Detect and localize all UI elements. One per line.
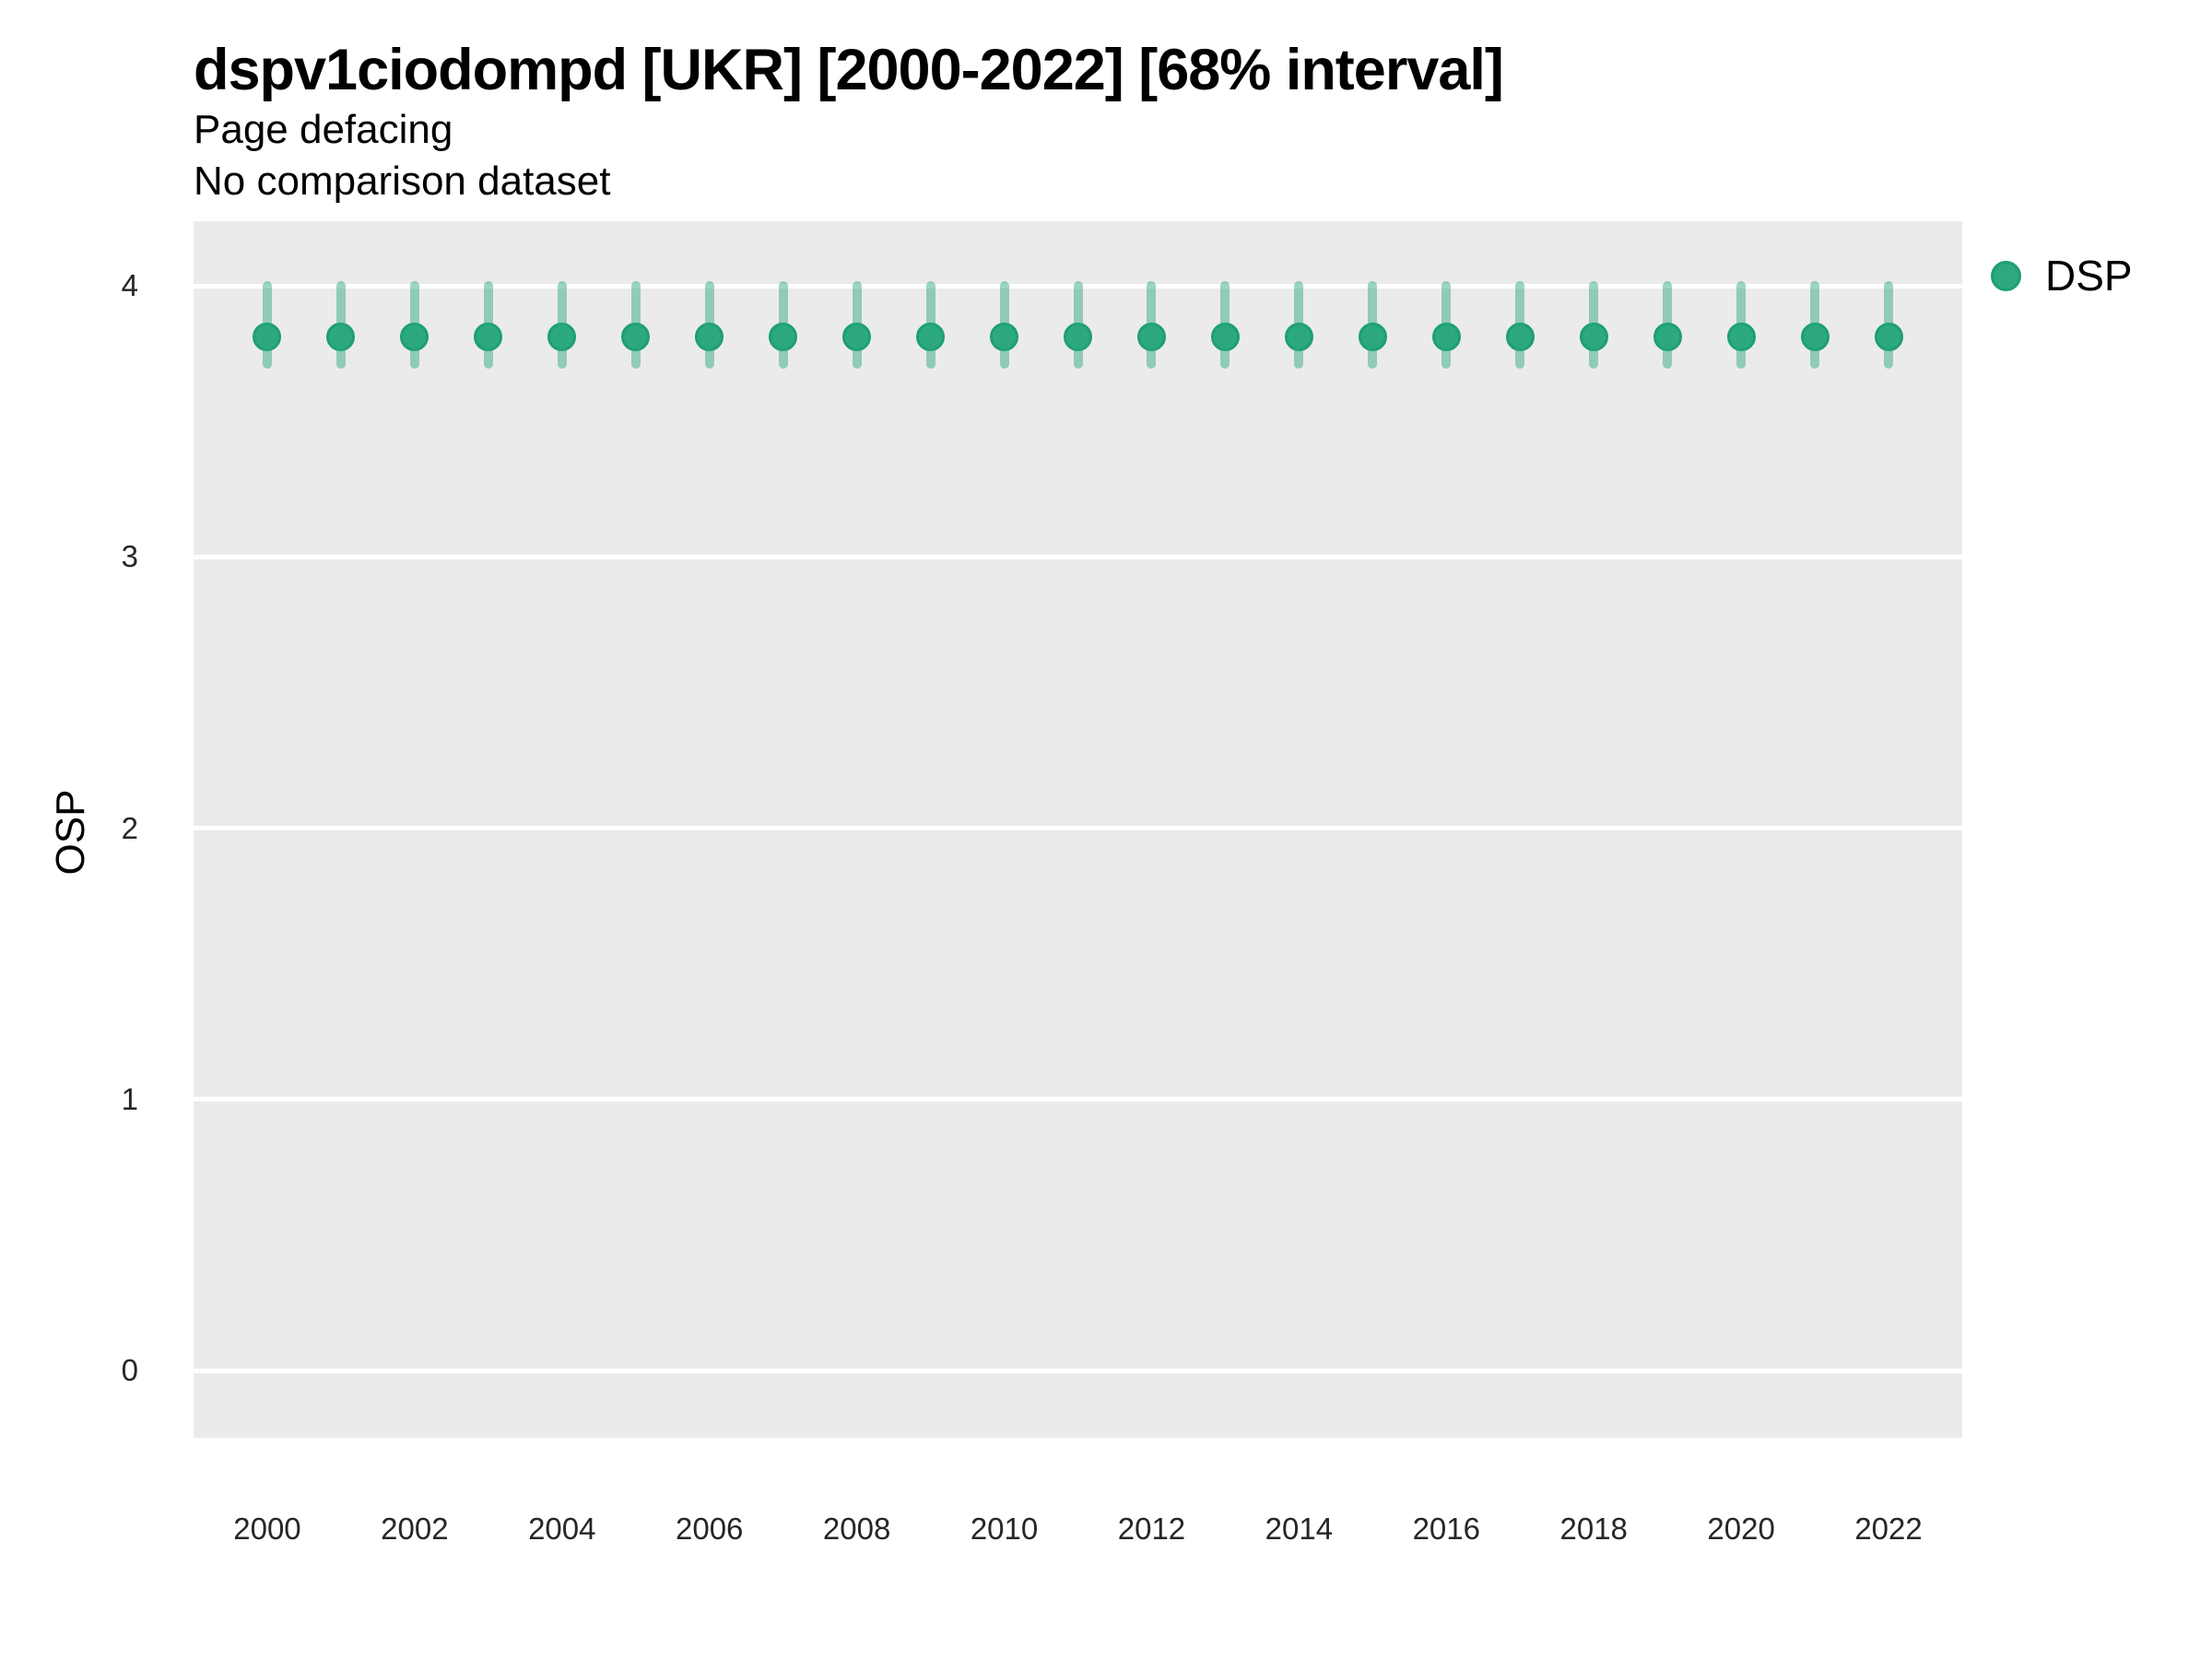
point-DSP-2001 — [326, 323, 356, 352]
subtitle: Page defacing — [194, 107, 453, 152]
interval-bar-DSP-2021 — [1810, 281, 1820, 370]
interval-bar-DSP-2009 — [925, 281, 935, 370]
x-tick-label-2004: 2004 — [528, 1512, 596, 1546]
interval-bar-DSP-2016 — [1441, 281, 1452, 370]
point-DSP-2014 — [1284, 323, 1313, 352]
page-title: dspv1ciodompd [UKR] [2000-2022] [68% int… — [194, 38, 1504, 102]
point-DSP-2010 — [990, 323, 1019, 352]
interval-bar-DSP-2006 — [704, 281, 714, 370]
gridline-y-0 — [194, 1368, 1962, 1373]
point-DSP-2020 — [1726, 323, 1756, 352]
legend: DSP — [1991, 251, 2133, 300]
y-tick-label-2: 2 — [121, 810, 138, 845]
interval-bar-DSP-2017 — [1515, 281, 1525, 370]
point-DSP-2021 — [1800, 323, 1830, 352]
interval-bar-DSP-2007 — [778, 281, 788, 370]
interval-bar-DSP-2013 — [1220, 281, 1230, 370]
legend-label: DSP — [2045, 252, 2133, 300]
y-tick-label-3: 3 — [121, 539, 138, 574]
y-tick-label-4: 4 — [121, 268, 138, 303]
x-tick-label-2010: 2010 — [970, 1512, 1039, 1546]
x-tick-label-2012: 2012 — [1117, 1512, 1186, 1546]
point-DSP-2013 — [1210, 323, 1240, 352]
interval-bar-DSP-2010 — [999, 281, 1009, 370]
point-DSP-2002 — [400, 323, 429, 352]
point-DSP-2016 — [1431, 323, 1461, 352]
point-DSP-2012 — [1136, 323, 1166, 352]
gridline-y-3 — [194, 554, 1962, 559]
y-tick-label-1: 1 — [121, 1081, 138, 1116]
point-DSP-2019 — [1653, 323, 1682, 352]
interval-bar-DSP-2005 — [630, 281, 641, 370]
x-tick-label-2008: 2008 — [822, 1512, 891, 1546]
gridline-y-2 — [194, 826, 1962, 831]
gridline-y-4 — [194, 283, 1962, 288]
point-DSP-2004 — [547, 323, 577, 352]
point-DSP-2018 — [1579, 323, 1608, 352]
comparison-note: No comparison dataset — [194, 159, 611, 204]
point-DSP-2003 — [474, 323, 503, 352]
x-tick-label-2016: 2016 — [1412, 1512, 1480, 1546]
point-DSP-2017 — [1505, 323, 1535, 352]
point-DSP-2022 — [1874, 323, 1903, 352]
interval-bar-DSP-2003 — [483, 281, 493, 370]
x-tick-label-2002: 2002 — [381, 1512, 449, 1546]
plot-panel — [194, 221, 1962, 1438]
x-tick-label-2014: 2014 — [1265, 1512, 1334, 1546]
interval-bar-DSP-2014 — [1294, 281, 1304, 370]
x-tick-label-2000: 2000 — [233, 1512, 301, 1546]
point-DSP-2011 — [1064, 323, 1092, 352]
interval-bar-DSP-2015 — [1368, 281, 1378, 370]
interval-bar-DSP-2022 — [1884, 281, 1894, 370]
y-tick-label-0: 0 — [121, 1353, 138, 1388]
point-DSP-2000 — [253, 323, 282, 352]
interval-bar-DSP-2000 — [262, 281, 272, 370]
interval-bar-DSP-2008 — [852, 281, 862, 370]
interval-bar-DSP-2019 — [1663, 281, 1673, 370]
point-DSP-2008 — [842, 323, 872, 352]
point-DSP-2009 — [916, 323, 946, 352]
point-DSP-2007 — [769, 323, 798, 352]
x-tick-label-2018: 2018 — [1559, 1512, 1628, 1546]
legend-dsp-circle-icon — [1991, 260, 2021, 291]
point-DSP-2005 — [621, 323, 651, 352]
interval-bar-DSP-2020 — [1736, 281, 1747, 370]
interval-bar-DSP-2001 — [335, 281, 346, 370]
x-tick-label-2020: 2020 — [1707, 1512, 1775, 1546]
point-DSP-2006 — [695, 323, 724, 352]
gridline-y-1 — [194, 1097, 1962, 1102]
interval-bar-DSP-2012 — [1147, 281, 1157, 370]
x-tick-label-2006: 2006 — [675, 1512, 744, 1546]
interval-bar-DSP-2004 — [557, 281, 567, 370]
point-DSP-2015 — [1358, 323, 1387, 352]
interval-bar-DSP-2018 — [1589, 281, 1599, 370]
x-tick-label-2022: 2022 — [1854, 1512, 1923, 1546]
interval-bar-DSP-2002 — [409, 281, 419, 370]
interval-bar-DSP-2011 — [1073, 281, 1083, 370]
